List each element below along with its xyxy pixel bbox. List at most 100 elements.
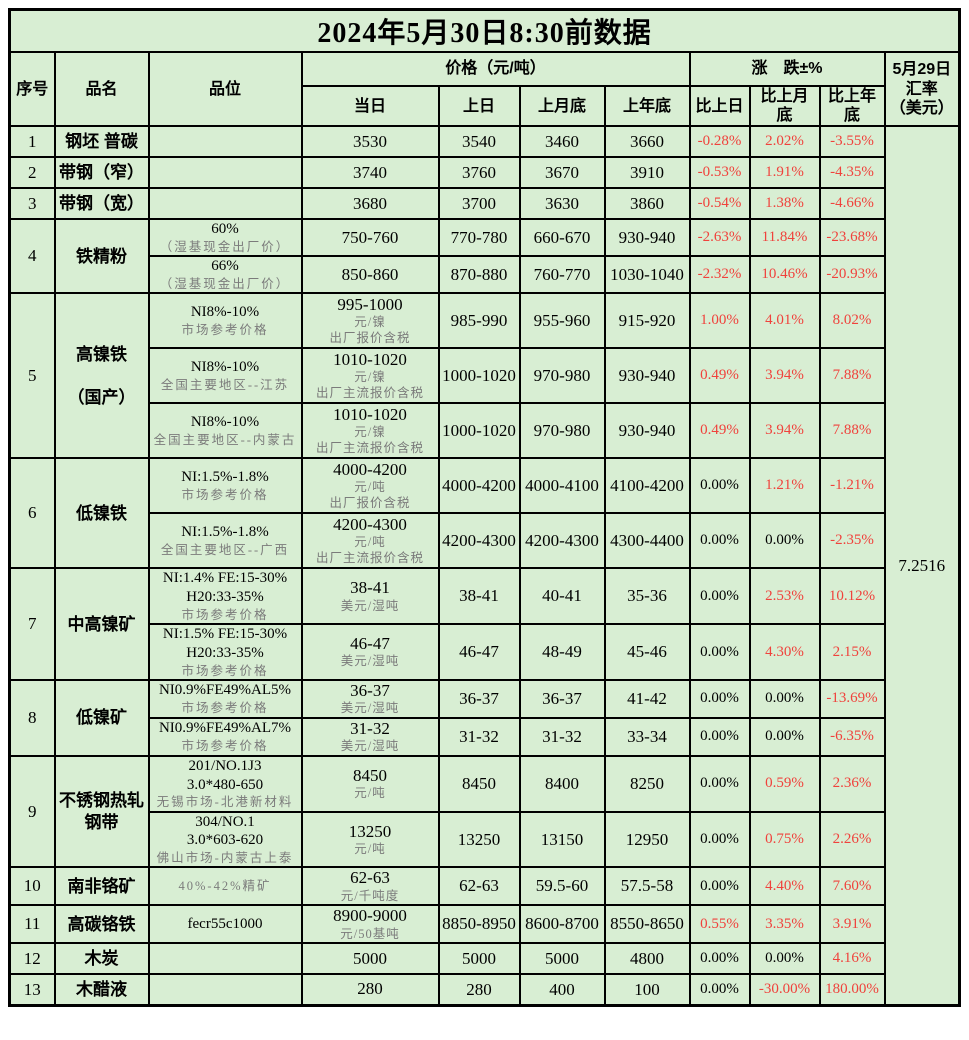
col-header-vs-year-end: 比上年 底: [818, 84, 886, 128]
table-row: 8 低镍矿 NI0.9%FE49%AL5% 市场参考价格 36-37 美元/湿吨 36-37…: [8, 678, 960, 757]
price-year-end-cell: 57.5-58: [603, 866, 691, 907]
delta-vs-month-end-cell: 4.30%: [748, 623, 821, 681]
table-row: 7 中高镍矿 NI:1.4% FE:15-30% H20:33-35% 市场参考价格 38…: [8, 567, 960, 681]
product-name-cell: 木炭: [53, 942, 150, 976]
price-month-end-cell: 970-980: [518, 402, 606, 460]
price-year-end-cell: 3910: [603, 156, 691, 190]
grade-cell: NI:1.4% FE:15-30% H20:33-35% 市场参考价格: [147, 567, 303, 626]
price-today-cell: 3530: [300, 125, 440, 159]
delta-vs-prev-day-cell: 0.00%: [688, 754, 751, 813]
price-prev-day-cell: 280: [437, 973, 521, 1007]
delta-vs-month-end-cell: 1.91%: [748, 156, 821, 190]
page-title: 2024年5月30日8:30前数据: [8, 8, 961, 53]
grade-cell: NI0.9%FE49%AL7% 市场参考价格: [147, 716, 303, 757]
grade-cell: NI8%-10% 全国主要地区--内蒙古: [147, 402, 303, 460]
delta-vs-prev-day-cell: 0.00%: [688, 942, 751, 976]
price-month-end-cell: 59.5-60: [518, 866, 606, 907]
col-header-year-end: 上年底: [603, 84, 691, 128]
price-today-cell: 5000: [300, 942, 440, 976]
serial-cell: 10: [8, 866, 56, 907]
price-today-cell: 8900-9000 元/50基吨: [300, 904, 440, 945]
grade-cell: NI:1.5%-1.8% 市场参考价格: [147, 457, 303, 515]
price-year-end-cell: 1030-1040: [603, 255, 691, 295]
price-today-cell: 36-37 美元/湿吨: [300, 678, 440, 719]
price-today-cell: 13250 元/吨: [300, 810, 440, 869]
price-prev-day-cell: 62-63: [437, 866, 521, 907]
price-prev-day-cell: 5000: [437, 942, 521, 976]
price-prev-day-cell: 870-880: [437, 255, 521, 295]
table-row: 6 低镍铁 NI:1.5%-1.8% 市场参考价格 4000-4200 元/吨 出厂报价含税…: [8, 457, 960, 570]
grade-cell: NI:1.5% FE:15-30% H20:33-35% 市场参考价格: [147, 623, 303, 681]
product-name-cell: 高镍铁 （国产）: [53, 292, 150, 460]
table-row: 3 带钢（宽） 3680 3700 3630 3860 -0.54% 1.38% -4.66%: [8, 187, 960, 221]
delta-vs-month-end-cell: 3.35%: [748, 904, 821, 945]
table-row: 4 铁精粉 60% （湿基现金出厂价） 750-760 770-780 660-670 930…: [8, 218, 960, 295]
delta-vs-year-end-cell: -3.55%: [818, 125, 886, 159]
table-row: 12 木炭 5000 5000 5000 4800 0.00% 0.00% 4.16%: [8, 942, 960, 976]
col-header-vs-month-end: 比上月 底: [748, 84, 821, 128]
grade-cell: NI8%-10% 全国主要地区--江苏: [147, 347, 303, 405]
price-prev-day-cell: 46-47: [437, 623, 521, 681]
serial-cell: 9: [8, 754, 56, 869]
delta-vs-prev-day-cell: 0.49%: [688, 402, 751, 460]
delta-vs-month-end-cell: 0.00%: [748, 716, 821, 757]
delta-vs-month-end-cell: 0.00%: [748, 942, 821, 976]
delta-vs-month-end-cell: 4.40%: [748, 866, 821, 907]
exchange-rate-cell: 7.2516: [883, 125, 961, 1007]
delta-vs-prev-day-cell: -0.54%: [688, 187, 751, 221]
col-header-month-end: 上月底: [518, 84, 606, 128]
price-prev-day-cell: 770-780: [437, 218, 521, 258]
price-month-end-cell: 8600-8700: [518, 904, 606, 945]
grade-cell: NI8%-10% 市场参考价格: [147, 292, 303, 350]
product-name-cell: 不锈钢热轧钢带: [53, 754, 150, 869]
price-today-cell: 1010-1020 元/镍 出厂主流报价含税: [300, 402, 440, 460]
price-prev-day-cell: 8850-8950: [437, 904, 521, 945]
delta-vs-prev-day-cell: 0.00%: [688, 866, 751, 907]
price-today-cell: 62-63 元/千吨度: [300, 866, 440, 907]
delta-vs-month-end-cell: -30.00%: [748, 973, 821, 1007]
delta-vs-prev-day-cell: 1.00%: [688, 292, 751, 350]
price-prev-day-cell: 13250: [437, 810, 521, 869]
price-prev-day-cell: 8450: [437, 754, 521, 813]
table-row: 10 南非铬矿 40%-42%精矿 62-63 元/千吨度 62-63 59.5-60 57.…: [8, 866, 960, 907]
delta-vs-month-end-cell: 3.94%: [748, 347, 821, 405]
serial-cell: 5: [8, 292, 56, 460]
col-header-exchange: 5月29日 汇率 （美元）: [883, 50, 961, 128]
price-month-end-cell: 8400: [518, 754, 606, 813]
table-row: 5 高镍铁 （国产） NI8%-10% 市场参考价格 995-1000 元/镍 出厂报价含税…: [8, 292, 960, 460]
table-row: 1 钢坯 普碳 3530 3540 3460 3660 -0.28% 2.02% -3.55% 7…: [8, 125, 961, 1007]
col-header-serial: 序号: [8, 50, 56, 128]
delta-vs-prev-day-cell: 0.00%: [688, 678, 751, 719]
price-prev-day-cell: 36-37: [437, 678, 521, 719]
price-year-end-cell: 45-46: [603, 623, 691, 681]
col-header-grade: 品位: [147, 50, 303, 128]
delta-vs-month-end-cell: 11.84%: [748, 218, 821, 258]
price-month-end-cell: 5000: [518, 942, 606, 976]
price-prev-day-cell: 38-41: [437, 567, 521, 626]
delta-vs-prev-day-cell: 0.00%: [688, 716, 751, 757]
delta-vs-month-end-cell: 2.02%: [748, 125, 821, 159]
price-year-end-cell: 4800: [603, 942, 691, 976]
delta-vs-year-end-cell: -23.68%: [818, 218, 886, 258]
grade-cell: 66% （湿基现金出厂价）: [147, 255, 303, 295]
price-month-end-cell: 970-980: [518, 347, 606, 405]
delta-vs-prev-day-cell: 0.00%: [688, 457, 751, 515]
price-today-cell: 995-1000 元/镍 出厂报价含税: [300, 292, 440, 350]
grade-cell: 201/NO.1J3 3.0*480-650 无锡市场-北港新材料: [147, 754, 303, 813]
col-group-price: 价格（元/吨）: [300, 51, 691, 87]
col-header-product: 品名: [53, 50, 150, 128]
product-name-cell: 带钢（宽）: [53, 187, 150, 221]
grade-cell: 304/NO.1 3.0*603-620 佛山市场-内蒙古上泰: [147, 810, 303, 869]
table-row: NI0.9%FE49%AL7% 市场参考价格 31-32 美元/湿吨 31-32 31-3…: [10, 716, 960, 757]
delta-vs-prev-day-cell: 0.00%: [688, 512, 751, 570]
price-month-end-cell: 31-32: [518, 716, 606, 757]
price-month-end-cell: 3670: [518, 156, 606, 190]
col-group-delta: 涨 跌±%: [688, 51, 886, 87]
delta-vs-month-end-cell: 1.21%: [748, 457, 821, 515]
price-prev-day-cell: 985-990: [437, 292, 521, 350]
delta-vs-month-end-cell: 1.38%: [748, 187, 821, 221]
product-name-cell: 低镍矿: [53, 678, 150, 757]
price-month-end-cell: 40-41: [518, 567, 606, 626]
serial-cell: 8: [8, 678, 56, 757]
delta-vs-prev-day-cell: 0.00%: [688, 810, 751, 869]
